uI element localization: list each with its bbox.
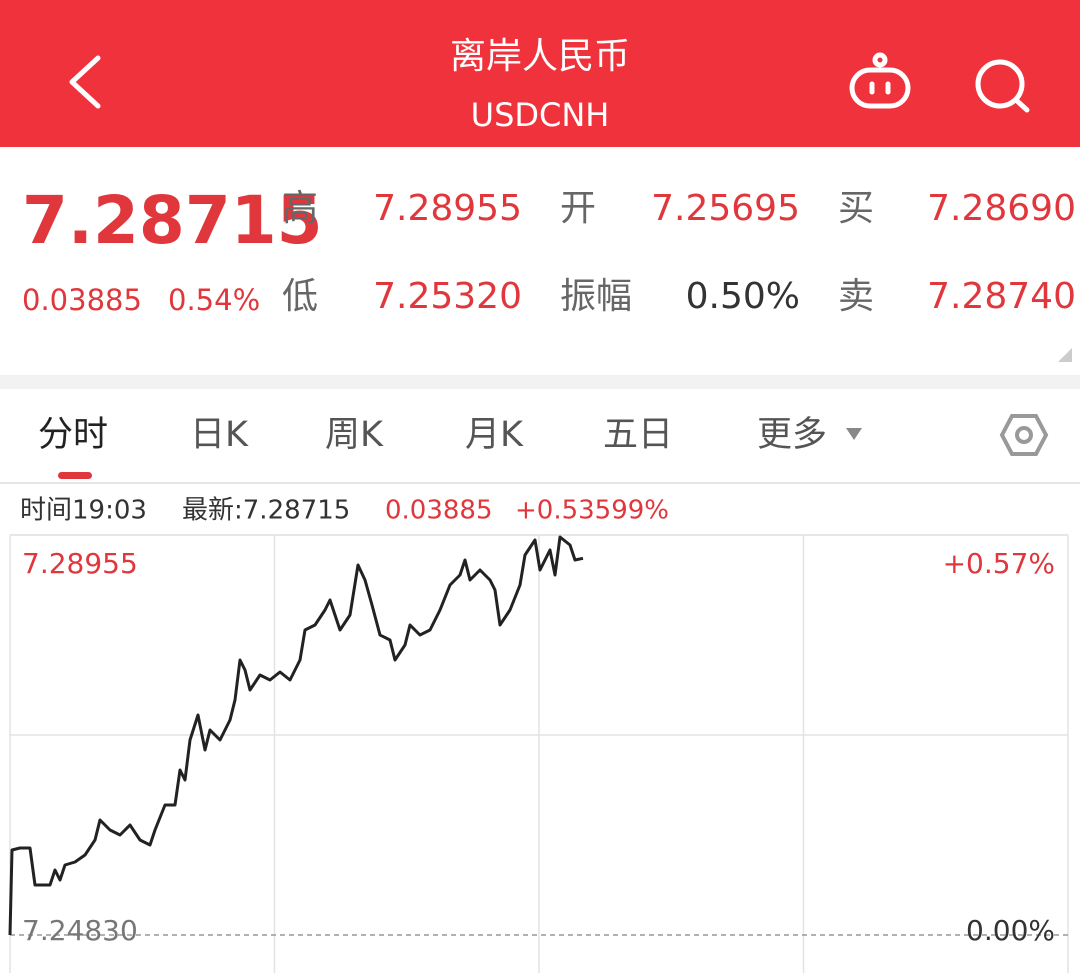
settings-button[interactable]	[999, 414, 1049, 456]
price-line	[8, 535, 584, 936]
price-change-pct: 0.54%	[168, 283, 260, 317]
info-change: 0.03885	[385, 496, 493, 526]
tab[interactable]: 更多	[757, 415, 827, 455]
tab[interactable]: 月K	[465, 415, 524, 455]
field-value: 7.28955	[373, 188, 522, 229]
page-title: 离岸人民币	[450, 36, 630, 77]
quote-fields: 高 7.28955 开 7.25695 买 7.28690 低 7.25320 振幅 0.50% 卖…	[282, 188, 1076, 317]
last-price: 7.28715	[22, 182, 323, 259]
info-change-pct: +0.53599%	[515, 496, 669, 526]
field-label: 卖	[838, 276, 874, 317]
search-button[interactable]	[975, 59, 1030, 113]
y-tick-label: 7.28955	[22, 547, 138, 580]
tab[interactable]: 五日	[603, 415, 673, 455]
tab[interactable]: 分时	[38, 415, 108, 455]
back-button[interactable]	[69, 55, 101, 109]
field-label: 开	[560, 188, 596, 229]
active-tab-indicator	[58, 472, 92, 479]
field-value: 0.50%	[686, 276, 800, 317]
info-latest: 最新:7.28715	[182, 496, 350, 526]
y2-tick-label: +0.57%	[943, 547, 1055, 580]
tab-bar: 分时 日K 周K 月K 五日 更多	[38, 415, 827, 455]
y2-tick-label: 0.00%	[966, 914, 1055, 947]
intraday-chart: 7.24830 7.28955 0.00% +0.57%	[8, 534, 1069, 973]
field-value: 7.25320	[373, 276, 522, 317]
field-label: 低	[282, 276, 318, 317]
field-value: 7.25695	[651, 188, 800, 229]
price-change: 0.03885	[22, 283, 142, 317]
info-time: 时间19:03	[20, 496, 147, 526]
tab[interactable]: 日K	[190, 415, 249, 455]
more-arrow[interactable]	[846, 428, 862, 440]
expand-corner[interactable]	[1058, 348, 1072, 362]
tab[interactable]: 周K	[325, 415, 384, 455]
page-subtitle: USDCNH	[471, 96, 610, 134]
separator	[0, 375, 1080, 389]
field-label: 高	[282, 188, 318, 229]
field-value: 7.28690	[927, 188, 1076, 229]
field-label: 振幅	[560, 276, 632, 317]
field-label: 买	[838, 188, 874, 229]
robot-button[interactable]	[849, 52, 911, 109]
y-tick-label: 7.24830	[22, 914, 138, 947]
field-value: 7.28740	[927, 276, 1076, 317]
